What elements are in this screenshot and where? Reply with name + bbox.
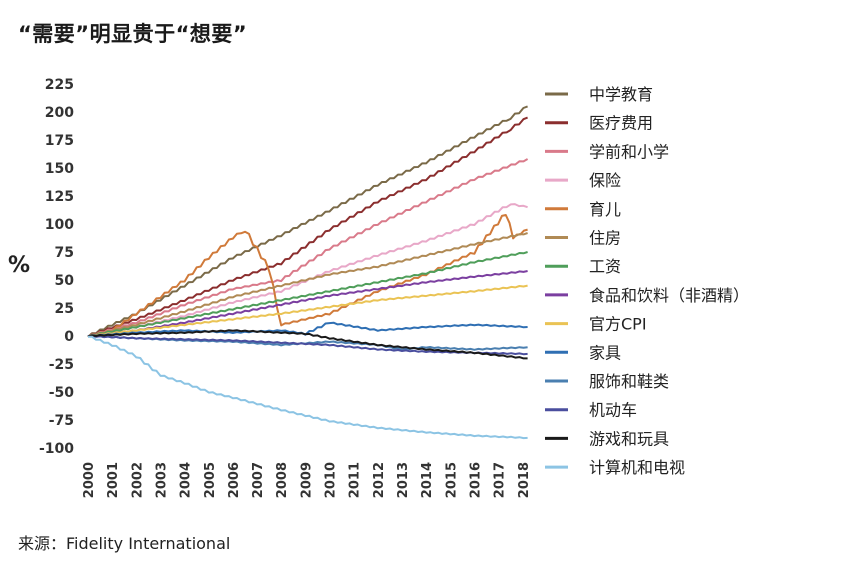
legend-label: 保险	[589, 171, 621, 190]
y-tick-label: 200	[45, 105, 74, 121]
series-line	[87, 251, 528, 338]
x-tick-label: 2010	[324, 462, 339, 498]
y-tick-label: 150	[45, 161, 74, 177]
x-tick-label: 2007	[251, 462, 266, 498]
axes-layer: 225 200 175 150 125 100 75 50 25 0 -25 -50 -75 -100 20…	[39, 77, 532, 498]
x-tick-label: 2003	[154, 462, 169, 498]
y-tick-label: 175	[45, 133, 74, 149]
x-tick-label: 2012	[372, 462, 387, 498]
y-axis-label: %	[8, 253, 30, 278]
y-tick-label: 0	[64, 329, 74, 345]
legend-label: 住房	[589, 229, 621, 248]
series-line	[87, 116, 528, 338]
y-tick-label: 50	[55, 273, 75, 289]
y-tick-label: 75	[55, 245, 74, 261]
legend-label: 机动车	[589, 401, 637, 420]
x-tick-label: 2015	[444, 462, 459, 498]
series-line	[87, 321, 528, 338]
series-line	[87, 284, 528, 338]
series-line	[87, 329, 528, 360]
x-tick-label: 2014	[420, 462, 435, 498]
series-line	[87, 214, 528, 338]
x-tick-label: 2018	[517, 462, 532, 498]
y-tick-label: -100	[39, 441, 74, 457]
series-line	[87, 105, 528, 338]
series-line	[87, 334, 528, 356]
x-tick-label: 2008	[275, 462, 290, 498]
legend-label: 食品和饮料（非酒精）	[589, 286, 749, 305]
source-note: 来源：Fidelity International	[18, 534, 231, 553]
legend-label: 服饰和鞋类	[589, 372, 669, 391]
series-line	[87, 270, 528, 338]
chart-title: “需要”明显贵于“想要”	[18, 22, 248, 46]
legend-label: 官方CPI	[589, 315, 647, 334]
y-tick-label: -25	[49, 357, 74, 373]
x-tick-label: 2011	[348, 462, 363, 498]
x-tick-label: 2009	[299, 462, 314, 498]
x-tick-label: 2005	[203, 462, 218, 498]
y-tick-label: 125	[45, 189, 74, 205]
x-tick-label: 2002	[130, 462, 145, 498]
x-tick-label: 2004	[179, 462, 194, 498]
x-tick-label: 2000	[82, 462, 97, 498]
legend-label: 医疗费用	[589, 114, 653, 133]
legend-label: 育儿	[589, 200, 621, 219]
legend-label: 游戏和玩具	[589, 429, 669, 448]
x-tick-label: 2017	[493, 462, 508, 498]
y-tick-label: 25	[55, 301, 74, 317]
y-tick-label: -75	[49, 413, 74, 429]
legend-label: 学前和小学	[589, 142, 669, 161]
legend-label: 计算机和电视	[589, 458, 685, 477]
series-line	[87, 158, 529, 338]
x-tick-label: 2013	[396, 462, 411, 498]
y-tick-label: -50	[49, 385, 75, 401]
y-tick-label: 225	[45, 77, 74, 93]
x-tick-label: 2016	[468, 462, 483, 498]
legend-label: 中学教育	[589, 85, 653, 104]
y-tick-label: 100	[45, 217, 74, 233]
x-tick-label: 2006	[227, 462, 242, 498]
series-line	[87, 335, 528, 440]
legend-label: 工资	[589, 257, 621, 276]
series-line	[87, 232, 528, 338]
x-tick-label: 2001	[106, 462, 121, 498]
series-layer	[87, 105, 529, 440]
legend-label: 家具	[589, 343, 621, 362]
